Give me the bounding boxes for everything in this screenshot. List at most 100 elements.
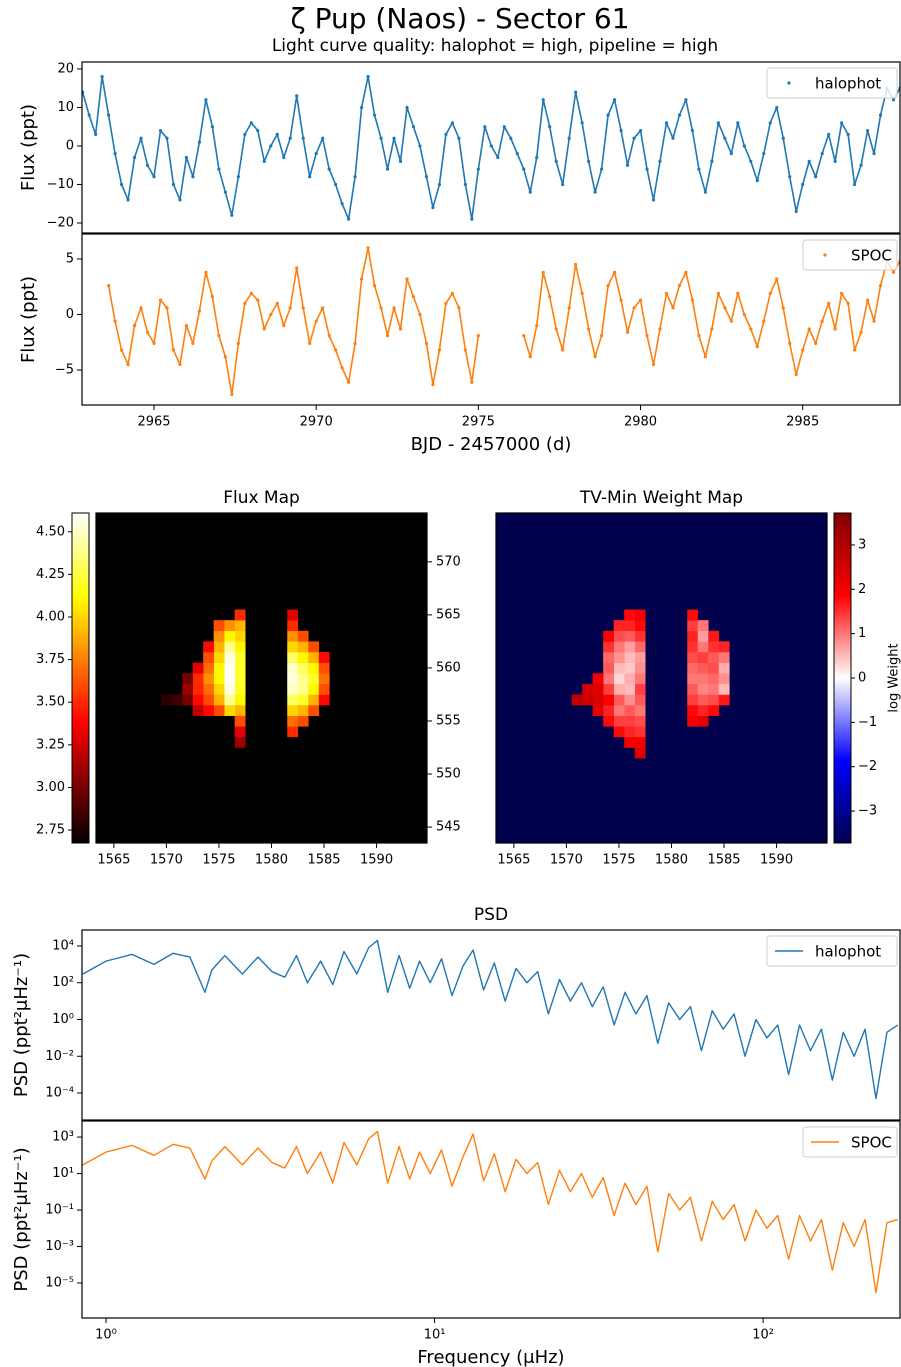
data-point: [561, 182, 565, 187]
colorbar-tick-label: 3.00: [36, 780, 65, 795]
y-tick-label: 10⁴: [52, 938, 74, 953]
x-tick-label: 1575: [202, 853, 235, 868]
x-tick-label: 10⁰: [95, 1328, 117, 1343]
pixel: [624, 609, 636, 621]
data-point: [865, 128, 870, 133]
pixel: [182, 673, 193, 685]
y-tick-label: 10³: [52, 1130, 74, 1145]
pixel: [213, 673, 225, 685]
pixel: [687, 641, 699, 653]
data-point: [191, 175, 195, 179]
pixel: [234, 630, 246, 642]
data-point: [781, 306, 785, 310]
map-background: [96, 513, 427, 843]
colorbar-tick-label: 2: [858, 582, 866, 597]
pixel: [687, 630, 699, 642]
pixel: [234, 726, 246, 738]
pixel: [224, 652, 236, 663]
y-tick-label: 570: [436, 554, 461, 569]
data-point: [178, 198, 182, 202]
data-point: [210, 125, 214, 129]
x-tick-label: 10²: [752, 1328, 774, 1343]
pixel: [203, 683, 214, 695]
legend-box: [802, 1126, 898, 1158]
pixel: [613, 705, 625, 716]
pixel: [203, 694, 214, 706]
pixel: [297, 715, 309, 727]
data-point: [126, 362, 130, 367]
data-point: [651, 362, 656, 367]
data-point: [632, 306, 636, 310]
data-point: [262, 327, 266, 331]
pixel: [318, 673, 330, 685]
pixel: [203, 652, 214, 663]
colorbar-tick-label: 3.50: [36, 695, 65, 710]
data-point: [327, 334, 331, 338]
x-axis-label: BJD - 2457000 (d): [411, 434, 572, 455]
pixel: [234, 683, 246, 695]
pixel: [192, 694, 204, 706]
data-point: [171, 348, 176, 352]
pixel: [582, 694, 593, 706]
data-point: [379, 306, 383, 310]
pixel: [613, 630, 625, 642]
pixel: [287, 630, 299, 642]
data-point: [535, 155, 539, 160]
data-point: [308, 341, 312, 345]
data-point: [288, 136, 292, 140]
y-tick-label: 20: [57, 61, 74, 76]
data-point: [340, 366, 344, 370]
data-point: [697, 334, 701, 338]
data-point: [865, 298, 870, 302]
pixel: [234, 705, 246, 716]
pixel: [297, 673, 309, 685]
data-point: [496, 155, 500, 160]
x-tick-label: 1585: [707, 853, 740, 868]
data-point: [288, 306, 292, 310]
x-tick-label: 1570: [550, 853, 583, 868]
pixel: [624, 736, 636, 748]
pixel: [613, 641, 625, 653]
data-point: [418, 144, 422, 148]
pixel: [213, 683, 225, 695]
pixel: [697, 694, 709, 706]
data-point: [710, 159, 714, 163]
pixel: [718, 694, 730, 706]
data-point: [282, 324, 286, 328]
pixel: [234, 715, 246, 727]
y-axis-label: Flux (ppt): [18, 104, 39, 191]
data-point: [710, 327, 714, 331]
colorbar-tick-label: 1: [858, 626, 866, 641]
pixel: [297, 705, 309, 716]
pixel: [603, 715, 614, 727]
data-point: [398, 159, 403, 163]
pixel: [634, 641, 646, 653]
data-point: [301, 136, 305, 140]
y-tick-label: 10⁻⁴: [45, 1086, 74, 1101]
data-point: [690, 128, 695, 133]
pixel: [182, 694, 193, 706]
data-point: [230, 213, 234, 217]
pixel: [203, 673, 214, 685]
legend-box: [766, 67, 898, 99]
data-point: [755, 345, 759, 349]
data-point: [768, 291, 772, 296]
data-point: [742, 144, 746, 148]
data-point: [275, 132, 279, 137]
data-point: [314, 152, 318, 156]
x-tick-label: 2975: [462, 415, 495, 430]
x-tick-label: 1570: [150, 853, 183, 868]
pixel: [224, 662, 236, 674]
data-point: [697, 167, 701, 171]
data-point: [184, 155, 189, 160]
figure-subtitle: Light curve quality: halophot = high, pi…: [272, 36, 718, 56]
map-background: [496, 513, 827, 843]
pixel: [708, 652, 720, 663]
x-tick-label: 1565: [497, 853, 530, 868]
pixel: [171, 694, 183, 706]
legend-label: SPOC: [851, 247, 892, 265]
data-point: [677, 284, 682, 288]
data-point: [833, 327, 837, 331]
pixel: [213, 630, 225, 642]
data-point: [612, 98, 617, 102]
